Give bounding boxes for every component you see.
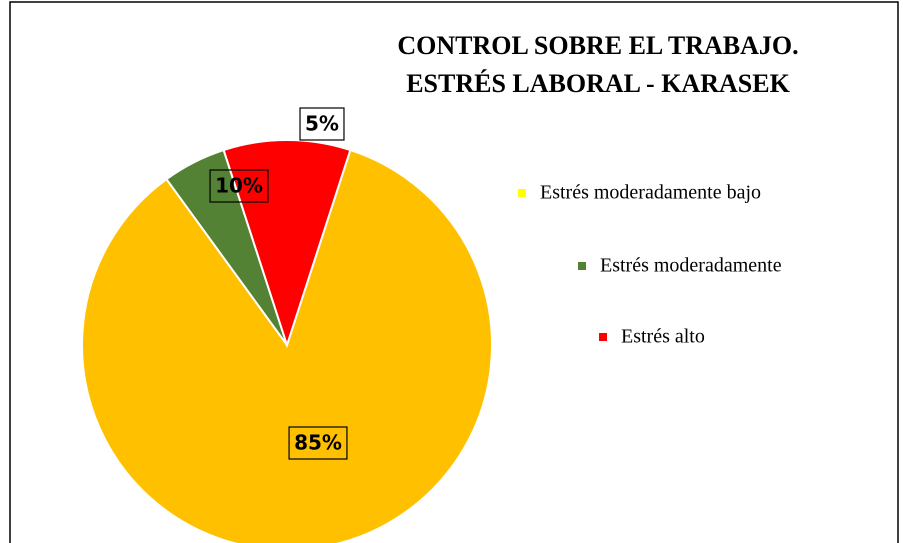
data-label-box (299, 107, 345, 141)
legend-label: Estrés moderadamente (600, 255, 782, 277)
chart-title: CONTROL SOBRE EL TRABAJO. (397, 31, 798, 60)
chart-border (9, 1, 899, 543)
legend-marker (599, 333, 607, 341)
data-label: 10% (215, 174, 263, 198)
data-label: 85% (294, 431, 342, 455)
legend-marker (518, 189, 526, 197)
data-label: 5% (305, 112, 339, 136)
chart-title: ESTRÉS LABORAL - KARASEK (406, 69, 790, 98)
data-label-box (288, 426, 348, 460)
legend-label: Estrés moderadamente bajo (540, 182, 761, 204)
legend-label: Estrés alto (621, 326, 705, 348)
data-label-box (209, 169, 269, 203)
legend-marker (578, 262, 586, 270)
pie-slice (222, 139, 352, 349)
